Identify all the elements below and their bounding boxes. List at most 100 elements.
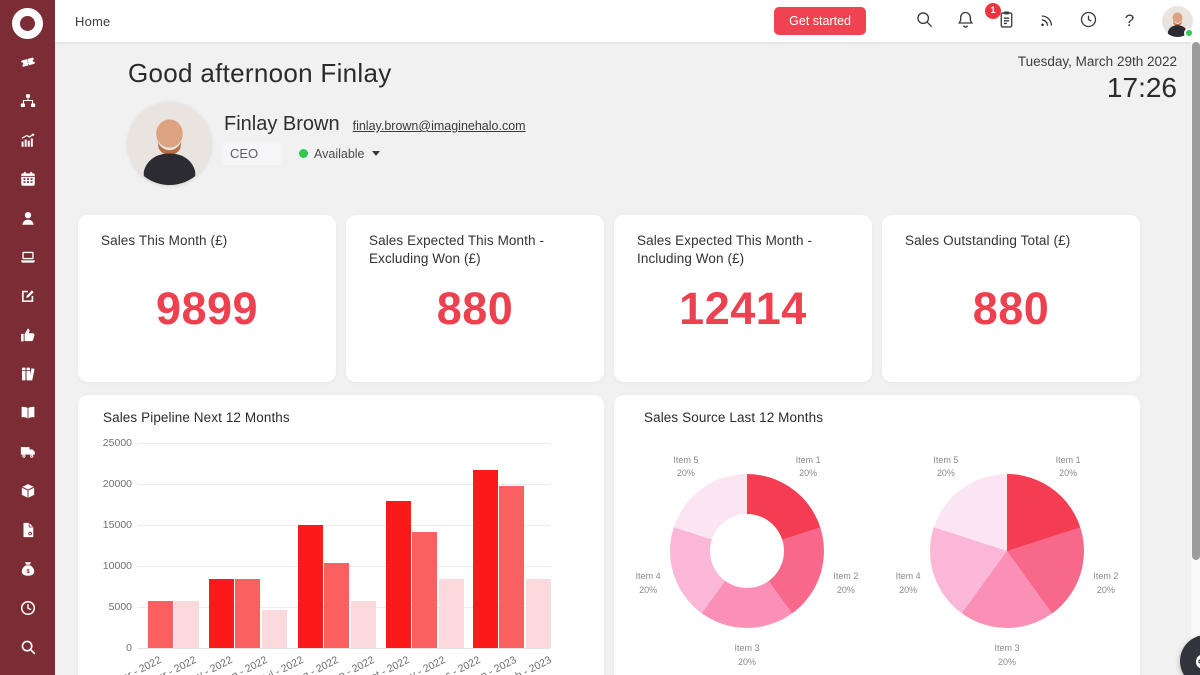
stat-value: 12414 (679, 283, 807, 334)
package-icon (19, 482, 37, 503)
pie-charts-area: Item 1 20% Item 2 20% Item 3 20% Item 4 20% Item… (614, 395, 1140, 675)
sidebar-item-products[interactable] (0, 473, 55, 512)
sidebar-item-search[interactable] (0, 629, 55, 668)
bar-segment[interactable] (209, 579, 234, 648)
notification-badge: 1 (985, 2, 1001, 19)
contacts-icon (19, 209, 37, 230)
sidebar-item-sales-growth[interactable] (0, 122, 55, 161)
stat-card-sales-this-month: Sales This Month (£) 9899 (78, 215, 336, 382)
sales-source-card: Sales Source Last 12 Months Item 1 20% Ite… (614, 395, 1140, 675)
calendar-icon (19, 170, 37, 191)
stat-title: Sales This Month (£) (101, 233, 228, 248)
sidebar-item-contacts[interactable] (0, 200, 55, 239)
breadcrumb-home[interactable]: Home (75, 13, 111, 29)
sidebar-item-time-tracking[interactable] (0, 590, 55, 629)
slice-label: Item 2 20% (833, 571, 859, 595)
devices-icon (19, 248, 37, 269)
bar-segment[interactable] (350, 601, 376, 648)
bar-segment[interactable] (235, 579, 261, 648)
y-gridline (138, 443, 550, 444)
compose-icon (19, 287, 37, 308)
status-label: Available (314, 146, 365, 161)
rss-icon (1037, 9, 1058, 33)
sidebar-item-tickets[interactable] (0, 44, 55, 83)
scrollbar-thumb[interactable] (1192, 42, 1200, 560)
tickets-icon (19, 53, 37, 74)
tasks-button[interactable]: 1 (985, 2, 1017, 32)
slice-label: Item 5 20% (933, 454, 959, 479)
sidebar-item-approvals[interactable] (0, 317, 55, 356)
pie-chart-title: Sales Source Last 12 Months (644, 410, 824, 425)
x-axis-tick-label: Mar - 2022 (112, 654, 164, 675)
stat-card-expected-excluding-won: Sales Expected This Month - Excluding Wo… (346, 215, 604, 382)
bar-segment[interactable] (412, 532, 438, 648)
topbar-avatar[interactable] (1162, 5, 1194, 38)
app-logo-icon[interactable] (12, 8, 43, 39)
sidebar-item-library[interactable] (0, 356, 55, 395)
donut-chart[interactable] (670, 474, 824, 628)
topbar: Home Get started 1 ? (55, 0, 1200, 42)
stat-title: Sales Expected This Month - Excluding Wo… (369, 233, 545, 266)
y-gridline (138, 648, 550, 649)
status-dropdown[interactable]: Available (299, 147, 380, 161)
org-chart-icon (19, 92, 37, 113)
get-started-button[interactable]: Get started (774, 7, 866, 35)
bar-segment[interactable] (499, 486, 525, 648)
sidebar-item-knowledge-base[interactable] (0, 395, 55, 434)
slice-label: Item 3 20% (994, 643, 1020, 667)
y-axis-tick-label: 20000 (102, 478, 132, 490)
bar-segment[interactable] (438, 579, 464, 648)
stat-title: Sales Outstanding Total (£) (905, 233, 1071, 248)
bar-segment[interactable] (324, 563, 350, 648)
y-axis-tick-label: 25000 (102, 437, 132, 449)
page-greeting: Good afternoon Finlay (128, 58, 392, 88)
bar-segment[interactable] (261, 610, 287, 648)
search-icon (914, 9, 935, 33)
stat-value: 880 (972, 283, 1050, 334)
bar-segment[interactable] (473, 470, 498, 648)
sales-growth-icon (19, 131, 37, 152)
user-email-link[interactable]: finlay.brown@imaginehalo.com (352, 119, 526, 133)
bar-segment[interactable] (386, 501, 411, 648)
stat-card-outstanding-total: Sales Outstanding Total (£) 880 (882, 215, 1140, 382)
y-gridline (138, 484, 550, 485)
thumbs-up-icon (19, 326, 37, 347)
bar-segment[interactable] (148, 601, 173, 648)
user-role-field[interactable]: CEO (223, 142, 281, 165)
sidebar-item-devices[interactable] (0, 239, 55, 278)
vertical-scrollbar[interactable] (1191, 42, 1200, 675)
help-button[interactable]: ? (1119, 11, 1140, 32)
stat-card-expected-including-won: Sales Expected This Month - Including Wo… (614, 215, 872, 382)
status-available-dot (299, 149, 308, 158)
chat-widget-button[interactable] (1180, 635, 1200, 675)
sidebar-item-quotes[interactable] (0, 512, 55, 551)
topbar-search-button[interactable] (914, 11, 935, 32)
bar-segment[interactable] (298, 525, 323, 648)
pie-chart[interactable] (930, 474, 1084, 628)
bar-segment[interactable] (174, 601, 200, 648)
sidebar-item-calendar[interactable] (0, 161, 55, 200)
bar-chart-title: Sales Pipeline Next 12 Months (103, 410, 290, 425)
feed-button[interactable] (1037, 11, 1058, 32)
sales-pipeline-card: Sales Pipeline Next 12 Months 0 5000 10000… (78, 395, 604, 675)
datetime-block: Tuesday, March 29th 2022 17:26 (1018, 54, 1177, 104)
sidebar-item-org-chart[interactable] (0, 83, 55, 122)
history-button[interactable] (1078, 11, 1099, 32)
avatar-status-dot (1184, 27, 1194, 38)
y-axis-tick-label: 5000 (108, 601, 132, 613)
y-axis-tick-label: 15000 (102, 519, 132, 531)
slice-label: Item 1 20% (1055, 454, 1081, 479)
bar-segment[interactable] (525, 579, 551, 648)
support-chat-icon (1191, 648, 1200, 675)
y-axis-tick-label: 0 (126, 642, 132, 654)
current-time: 17:26 (1106, 72, 1177, 103)
slice-label: Item 4 20% (895, 571, 921, 595)
sidebar-item-compose[interactable] (0, 278, 55, 317)
open-book-icon (19, 404, 37, 425)
sidebar-item-revenue[interactable]: $ (0, 551, 55, 590)
notifications-button[interactable] (955, 11, 976, 32)
slice-label: Item 3 20% (734, 643, 760, 667)
sidebar-item-logistics[interactable] (0, 434, 55, 473)
current-date: Tuesday, March 29th 2022 (1017, 54, 1177, 69)
